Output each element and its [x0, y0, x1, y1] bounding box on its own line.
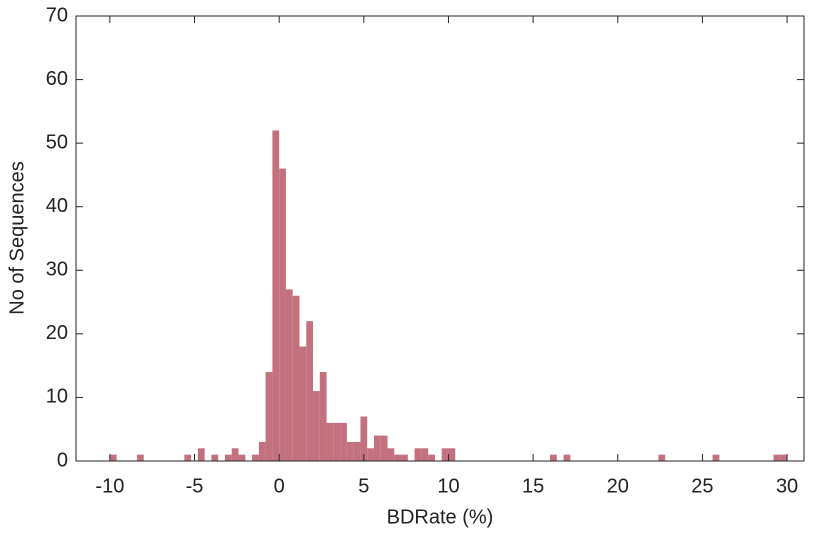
- bar: [292, 295, 300, 461]
- bar: [136, 454, 144, 461]
- bar: [299, 346, 307, 461]
- bar: [285, 289, 293, 461]
- bar: [773, 454, 781, 461]
- x-tick-label: 20: [607, 475, 629, 497]
- bar: [414, 448, 422, 461]
- y-tick-label: 50: [46, 131, 68, 153]
- bar: [563, 454, 571, 461]
- bar: [658, 454, 666, 461]
- bar: [313, 391, 320, 461]
- bar: [184, 454, 192, 461]
- bar: [780, 454, 788, 461]
- y-tick-label: 40: [46, 195, 68, 217]
- x-tick-label: -5: [186, 475, 204, 497]
- bar: [353, 441, 361, 461]
- bar: [712, 454, 720, 461]
- bar: [279, 168, 286, 462]
- x-tick-label: 5: [358, 475, 369, 497]
- x-tick-label: -10: [95, 475, 124, 497]
- bar: [421, 448, 429, 461]
- bar: [346, 441, 354, 461]
- bar: [387, 448, 395, 461]
- bar: [448, 448, 456, 461]
- x-tick-label: 10: [437, 475, 459, 497]
- x-axis-label: BDRate (%): [387, 506, 494, 528]
- bar: [333, 422, 341, 461]
- bar: [109, 454, 117, 461]
- bar: [326, 422, 334, 461]
- bar: [265, 372, 273, 461]
- y-tick-label: 70: [46, 4, 68, 26]
- bar: [340, 422, 347, 461]
- bar: [319, 372, 327, 461]
- x-tick-label: 25: [691, 475, 713, 497]
- bar: [306, 321, 314, 461]
- bar: [380, 435, 388, 461]
- y-tick-label: 20: [46, 322, 68, 344]
- y-tick-label: 60: [46, 68, 68, 90]
- bar: [441, 448, 449, 461]
- y-tick-label: 0: [57, 449, 68, 471]
- y-tick-label: 30: [46, 259, 68, 281]
- bar: [360, 416, 368, 461]
- bar: [367, 448, 374, 461]
- x-tick-label: 15: [522, 475, 544, 497]
- y-axis-label: No of Sequences: [6, 161, 28, 314]
- x-tick-label: 0: [274, 475, 285, 497]
- bar: [550, 454, 557, 461]
- y-tick-label: 10: [46, 386, 68, 408]
- bar: [252, 454, 259, 461]
- bar: [258, 441, 266, 461]
- bar: [211, 454, 219, 461]
- bar: [373, 435, 381, 461]
- plot-frame: [75, 15, 805, 462]
- x-tick-label: 30: [776, 475, 798, 497]
- bar: [197, 448, 205, 461]
- bar: [394, 454, 402, 461]
- bar: [224, 454, 232, 461]
- bar: [238, 454, 246, 461]
- bar: [401, 454, 408, 461]
- bar: [231, 448, 239, 461]
- bar: [272, 130, 280, 461]
- bar: [428, 454, 435, 461]
